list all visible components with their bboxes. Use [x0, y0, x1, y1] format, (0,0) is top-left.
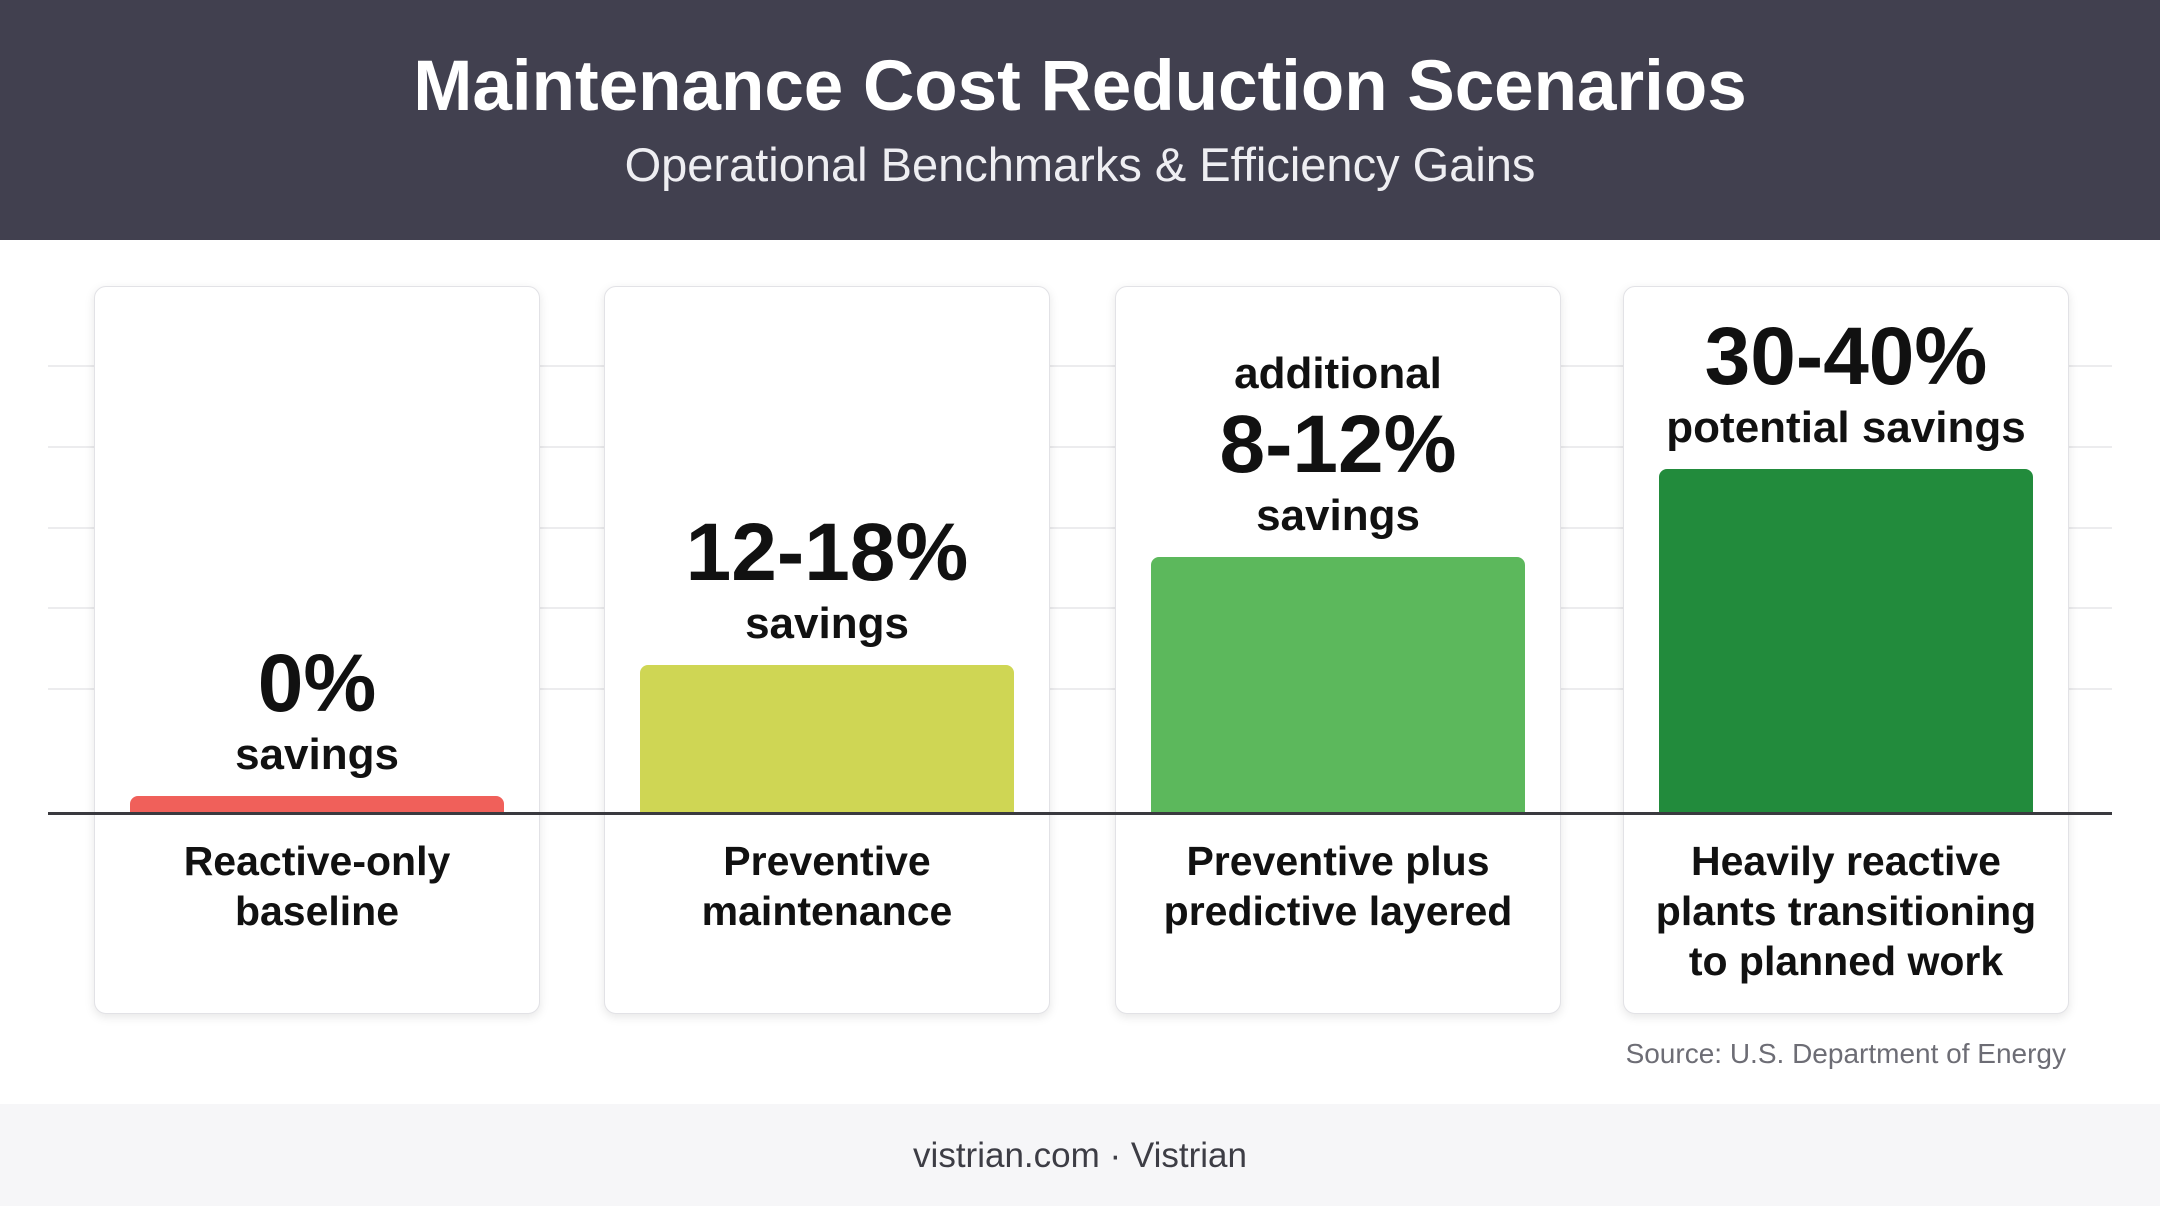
- scenario-card: [604, 286, 1050, 1014]
- value-label: 12-18% savings: [604, 511, 1050, 653]
- value-label-suffix: savings: [1256, 491, 1420, 541]
- bar: [640, 665, 1014, 812]
- value-label: additional 8-12% savings: [1115, 345, 1561, 545]
- value-label-value: 30-40%: [1704, 311, 1988, 402]
- source-note: Source: U.S. Department of Energy: [1625, 1038, 2066, 1069]
- bar: [1659, 469, 2033, 812]
- value-label-value: 12-18%: [685, 507, 969, 598]
- gridline: [48, 365, 2112, 367]
- value-label-suffix: savings: [235, 730, 399, 779]
- category-label: Heavily reactive plants transitioning to…: [1655, 838, 2037, 984]
- gridline: [48, 607, 2112, 609]
- value-label-suffix: potential savings: [1666, 403, 2026, 452]
- chart-area: Source: U.S. Department of Energy 0% savi…: [0, 240, 2160, 1104]
- value-label-prefix: additional: [1234, 349, 1442, 399]
- category-label: Reactive-only baseline: [183, 838, 451, 934]
- value-label-value: 8-12%: [1219, 399, 1457, 491]
- footer-text: vistrian.com · Vistrian: [913, 1136, 1247, 1175]
- gridline: [48, 446, 2112, 448]
- category-label: Preventive maintenance: [701, 838, 953, 934]
- gridline: [48, 527, 2112, 529]
- chart-title: Maintenance Cost Reduction Scenarios: [413, 47, 1747, 126]
- scenario-card: [94, 286, 540, 1014]
- value-label: 30-40% potential savings: [1623, 315, 2069, 457]
- value-label-value: 0%: [257, 638, 377, 729]
- chart-subtitle: Operational Benchmarks & Efficiency Gain…: [624, 138, 1536, 191]
- bar: [1151, 557, 1525, 812]
- footer: vistrian.com · Vistrian: [0, 1104, 2160, 1206]
- bar: [130, 796, 504, 812]
- value-label: 0% savings: [94, 642, 540, 784]
- chart-header: Maintenance Cost Reduction Scenarios Ope…: [0, 0, 2160, 240]
- x-axis-baseline: [48, 812, 2112, 815]
- value-label-suffix: savings: [745, 599, 909, 648]
- category-label: Preventive plus predictive layered: [1163, 838, 1513, 934]
- gridline: [48, 688, 2112, 690]
